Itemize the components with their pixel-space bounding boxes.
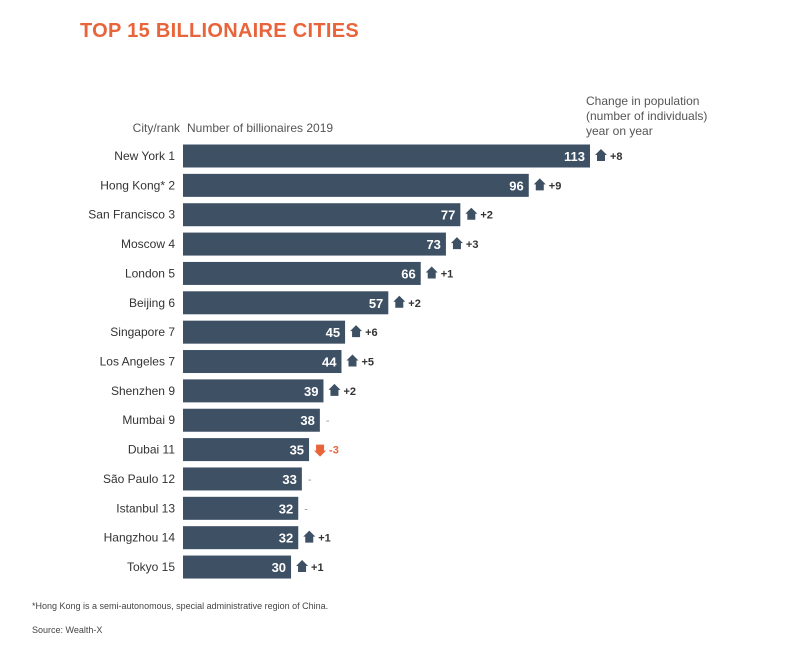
bar xyxy=(183,438,310,462)
arrow-up-icon xyxy=(346,354,359,367)
arrow-up-icon xyxy=(465,207,478,220)
change-label: +2 xyxy=(480,210,493,222)
value-label: 113 xyxy=(564,149,585,164)
value-label: 66 xyxy=(401,266,415,281)
value-label: 57 xyxy=(369,296,383,311)
category-label: São Paulo 12 xyxy=(103,472,175,486)
bar-chart: New York 1 113 +8 Hong Kong* 2 96 +9 San Franc… xyxy=(88,144,623,579)
category-label: New York 1 xyxy=(114,149,175,163)
value-label: 77 xyxy=(441,208,455,223)
arrow-up-icon xyxy=(296,560,309,573)
change-label: +2 xyxy=(343,386,356,398)
bar xyxy=(183,467,302,491)
bar xyxy=(183,232,446,256)
change-label: +9 xyxy=(549,180,562,192)
category-header: City/rank xyxy=(132,121,180,135)
category-label: Shenzhen 9 xyxy=(111,384,175,398)
category-label: Singapore 7 xyxy=(110,325,175,339)
bar xyxy=(183,203,461,227)
category-label: San Francisco 3 xyxy=(88,208,175,222)
bar xyxy=(183,320,346,344)
value-header: Number of billionaires 2019 xyxy=(187,121,334,135)
category-label: Tokyo 15 xyxy=(127,560,175,574)
arrow-up-icon xyxy=(595,149,607,161)
arrow-up-icon xyxy=(393,295,406,308)
bar xyxy=(183,379,324,403)
change-label: +5 xyxy=(361,357,374,369)
bar xyxy=(183,261,421,285)
value-label: 45 xyxy=(326,325,340,340)
change-label: +3 xyxy=(466,239,479,251)
bar xyxy=(183,496,299,520)
category-label: Hangzhou 14 xyxy=(104,531,176,545)
category-label: London 5 xyxy=(125,266,175,280)
change-label: +8 xyxy=(610,151,623,163)
value-label: 35 xyxy=(290,443,304,458)
change-label: +1 xyxy=(311,562,324,574)
bar xyxy=(183,555,292,579)
arrow-up-icon xyxy=(328,383,341,396)
bar xyxy=(183,291,389,315)
value-label: 33 xyxy=(282,472,296,487)
bar xyxy=(183,144,590,168)
value-label: 32 xyxy=(279,531,293,546)
footnote: *Hong Kong is a semi-autonomous, special… xyxy=(32,601,329,611)
change-label: - xyxy=(326,415,330,427)
value-label: 30 xyxy=(272,560,286,575)
arrow-up-icon xyxy=(450,237,463,250)
bar xyxy=(183,408,320,432)
arrow-up-icon xyxy=(350,325,363,338)
category-label: Beijing 6 xyxy=(129,296,175,310)
category-label: Mumbai 9 xyxy=(122,413,175,427)
category-label: Hong Kong* 2 xyxy=(100,178,175,192)
value-label: 38 xyxy=(300,413,314,428)
change-label: +1 xyxy=(318,533,331,545)
chart-title: TOP 15 BILLIONAIRE CITIES xyxy=(80,20,360,42)
value-label: 44 xyxy=(322,355,337,370)
change-label: +1 xyxy=(441,268,454,280)
source-note: Source: Wealth-X xyxy=(32,625,103,635)
value-label: 73 xyxy=(426,237,440,252)
change-label: +6 xyxy=(365,327,378,339)
category-label: Los Angeles 7 xyxy=(100,355,176,369)
category-label: Dubai 11 xyxy=(128,443,175,457)
bar xyxy=(183,526,299,550)
bar xyxy=(183,173,529,197)
change-label: -3 xyxy=(329,445,339,457)
value-label: 32 xyxy=(279,501,293,516)
change-label: +2 xyxy=(408,298,421,310)
category-label: Moscow 4 xyxy=(121,237,175,251)
arrow-up-icon xyxy=(533,178,546,191)
value-label: 96 xyxy=(509,178,523,193)
arrow-down-icon xyxy=(314,444,327,457)
arrow-up-icon xyxy=(425,266,438,279)
arrow-up-icon xyxy=(303,530,316,543)
change-label: - xyxy=(308,474,312,486)
value-label: 39 xyxy=(304,384,318,399)
bar xyxy=(183,350,342,374)
change-header: Change in population (number of individu… xyxy=(586,94,708,138)
change-label: - xyxy=(304,503,308,515)
category-label: Istanbul 13 xyxy=(116,501,175,515)
